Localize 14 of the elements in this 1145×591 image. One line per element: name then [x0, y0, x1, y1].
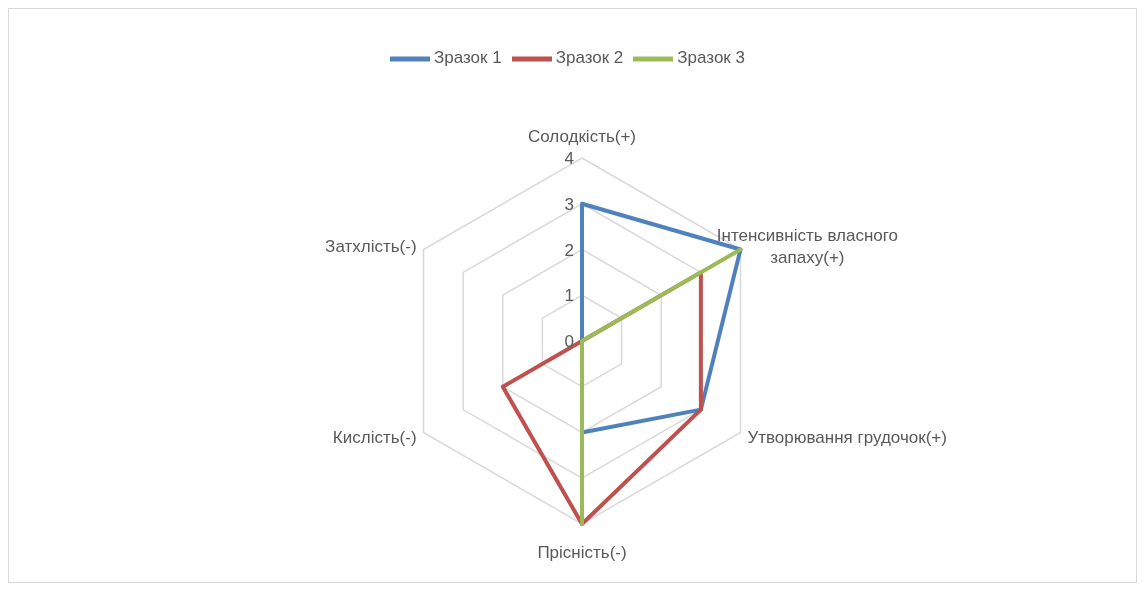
- y-tick-label: 4: [564, 149, 574, 168]
- spoke-label: Утворювання грудочок(+): [747, 427, 947, 447]
- spoke-label: Інтенсивність власного запаху(+): [716, 225, 899, 267]
- spoke-label: Прісність(-): [537, 543, 627, 562]
- y-tick-label: 0: [564, 332, 574, 351]
- y-tick-label: 3: [564, 194, 574, 214]
- spoke-label: Кислість(-): [332, 427, 417, 447]
- spoke-label: Затхлість(-): [325, 236, 417, 256]
- y-tick-label: 1: [564, 286, 574, 306]
- legend-label: Зразок 1: [433, 48, 502, 68]
- y-tick-label: 2: [564, 240, 574, 260]
- spoke-label: Солодкість(+): [527, 127, 637, 146]
- legend-label: Зразок 3: [677, 48, 745, 68]
- legend-label: Зразок 2: [555, 48, 624, 68]
